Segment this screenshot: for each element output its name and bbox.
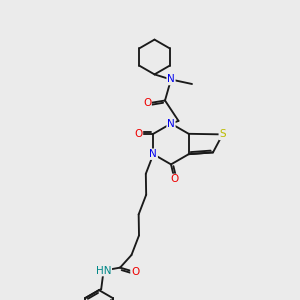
Text: N: N (167, 74, 175, 85)
Text: N: N (167, 118, 175, 129)
Text: N: N (149, 149, 157, 159)
Text: O: O (131, 267, 139, 277)
Text: O: O (134, 129, 142, 139)
Text: O: O (170, 174, 179, 184)
Text: HN: HN (96, 266, 111, 276)
Text: O: O (143, 98, 151, 109)
Text: S: S (219, 129, 226, 140)
